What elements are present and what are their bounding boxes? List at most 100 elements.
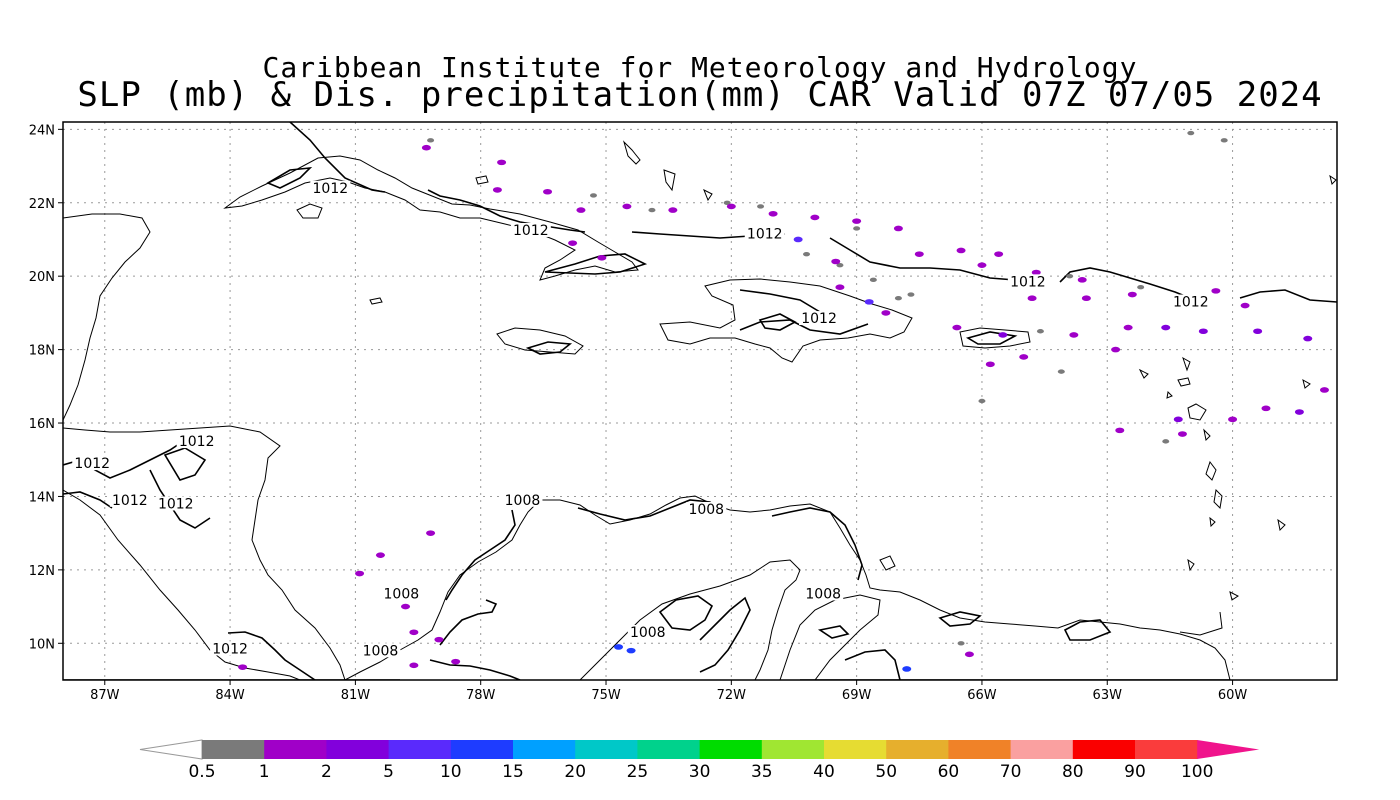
precip-cell <box>952 324 962 331</box>
precip-cell <box>1027 295 1037 302</box>
isobar-label: 1012 <box>158 496 194 512</box>
trace-precip-cell <box>757 204 765 209</box>
colorbar-label: 100 <box>1181 762 1213 782</box>
colorbar-label: 80 <box>1062 762 1084 782</box>
precip-cell <box>576 207 586 213</box>
isobar-label: 1012 <box>747 227 783 243</box>
precip-cell <box>1081 295 1091 302</box>
colorbar-label: 25 <box>627 762 649 782</box>
precip-cell <box>1240 302 1250 309</box>
isobar-label-bg <box>310 180 351 195</box>
trace-precip-cell <box>723 200 731 205</box>
precip-cell <box>409 662 419 669</box>
colorbar-high-arrow <box>1197 740 1260 759</box>
trace-precip-cell <box>894 296 902 301</box>
colorbar-swatch <box>264 740 327 759</box>
colorbar-swatch <box>450 740 514 759</box>
precip-cell <box>622 203 632 210</box>
colorbar-low-arrow <box>139 739 203 760</box>
colorbar-swatch <box>699 740 763 759</box>
isobar-label: 1012 <box>1173 295 1209 311</box>
colorbar-swatch <box>886 740 949 759</box>
precip-cell <box>768 210 778 217</box>
coastlines <box>63 140 1337 680</box>
precip-cell <box>668 207 678 213</box>
isobar-label-bg <box>502 492 543 507</box>
precip-cell <box>1115 427 1125 434</box>
precipitation-colorbar: 0.5 1 2 5 10 15 20 25 30 35 40 50 60 70 80 90 100 <box>139 739 1260 782</box>
colorbar-swatch <box>637 740 701 759</box>
colorbar-label: 60 <box>938 762 960 782</box>
precip-cell <box>1161 324 1171 331</box>
isobar-label: 1008 <box>688 502 724 518</box>
colorbar-label: 90 <box>1124 762 1146 782</box>
precip-cell <box>726 203 736 210</box>
colorbar-swatch <box>202 740 265 759</box>
precip-cell <box>355 570 365 577</box>
colorbar-label: 2 <box>321 762 332 782</box>
lat-tick-label: 20N <box>29 270 55 285</box>
isobar-label-bg <box>72 456 113 471</box>
colorbar-swatch <box>575 740 638 759</box>
trace-precip-cell <box>427 138 435 143</box>
colorbar-label: 15 <box>502 762 524 782</box>
latitude-axis: 10N 12N 14N 16N 18N 20N 22N 24N <box>29 123 63 652</box>
colorbar-swatch <box>513 740 576 759</box>
precip-cell <box>998 332 1008 338</box>
precip-cell <box>238 664 248 670</box>
lat-tick-label: 10N <box>29 637 55 652</box>
trace-precip-cell <box>1036 329 1044 334</box>
colorbar-label: 20 <box>564 762 586 782</box>
precip-cell <box>1319 387 1329 393</box>
lat-tick-label: 16N <box>29 417 55 432</box>
precip-cell <box>1228 416 1238 423</box>
lon-tick-label: 81W <box>341 688 371 703</box>
precip-cell <box>409 629 419 636</box>
precip-cell <box>1294 409 1304 415</box>
lon-tick-label: 60W <box>1218 688 1248 703</box>
precip-cell <box>964 651 974 658</box>
trace-precip-cell <box>907 292 915 297</box>
lon-tick-label: 69W <box>842 688 872 703</box>
lon-tick-label: 63W <box>1093 688 1123 703</box>
precip-cell <box>1069 332 1079 338</box>
trace-precip-cell <box>957 641 965 646</box>
precipitation-cells <box>238 130 1329 672</box>
precip-cell <box>1019 354 1029 360</box>
isobar-label: 1012 <box>313 181 349 197</box>
isobar-label-bg <box>109 492 150 507</box>
precip-cell <box>831 258 841 265</box>
colorbar-label: 5 <box>383 762 394 782</box>
precip-cell <box>1211 288 1221 294</box>
colorbar-swatch <box>1010 740 1074 759</box>
trace-precip-cell <box>836 262 844 268</box>
map-subtitle: SLP (mb) & Dis. precipitation(mm) CAR Va… <box>77 75 1323 115</box>
colorbar-label: 1 <box>259 762 270 782</box>
isobar-label: 1012 <box>74 456 110 472</box>
colorbar-swatch <box>1135 740 1198 759</box>
isobar-label-bg <box>799 311 840 326</box>
isobar-label-bg <box>744 226 785 241</box>
precip-cell <box>543 188 553 195</box>
colorbar-label: 30 <box>689 762 711 782</box>
precip-cell <box>881 310 891 316</box>
precip-cell <box>492 187 502 193</box>
colorbar-label: 40 <box>813 762 835 782</box>
isobar-label-bg <box>381 586 422 601</box>
precip-cell <box>1303 335 1313 342</box>
trace-precip-cell <box>978 398 986 404</box>
precip-cell <box>1123 324 1133 331</box>
isobar-label: 1008 <box>805 586 841 602</box>
lon-tick-label: 66W <box>967 688 997 703</box>
precip-cell <box>864 299 874 305</box>
precip-cell <box>852 218 862 224</box>
precip-cell <box>1173 416 1183 423</box>
precip-cell <box>1031 269 1041 276</box>
lon-tick-label: 84W <box>215 688 245 703</box>
precip-cell <box>810 214 820 221</box>
trace-precip-cell <box>1162 439 1170 444</box>
isobar-label: 1008 <box>384 586 420 602</box>
map-title: Caribbean Institute for Meteorology and … <box>262 51 1138 84</box>
isobar-label-bg <box>360 643 401 658</box>
isobar-label-bg <box>510 222 551 237</box>
